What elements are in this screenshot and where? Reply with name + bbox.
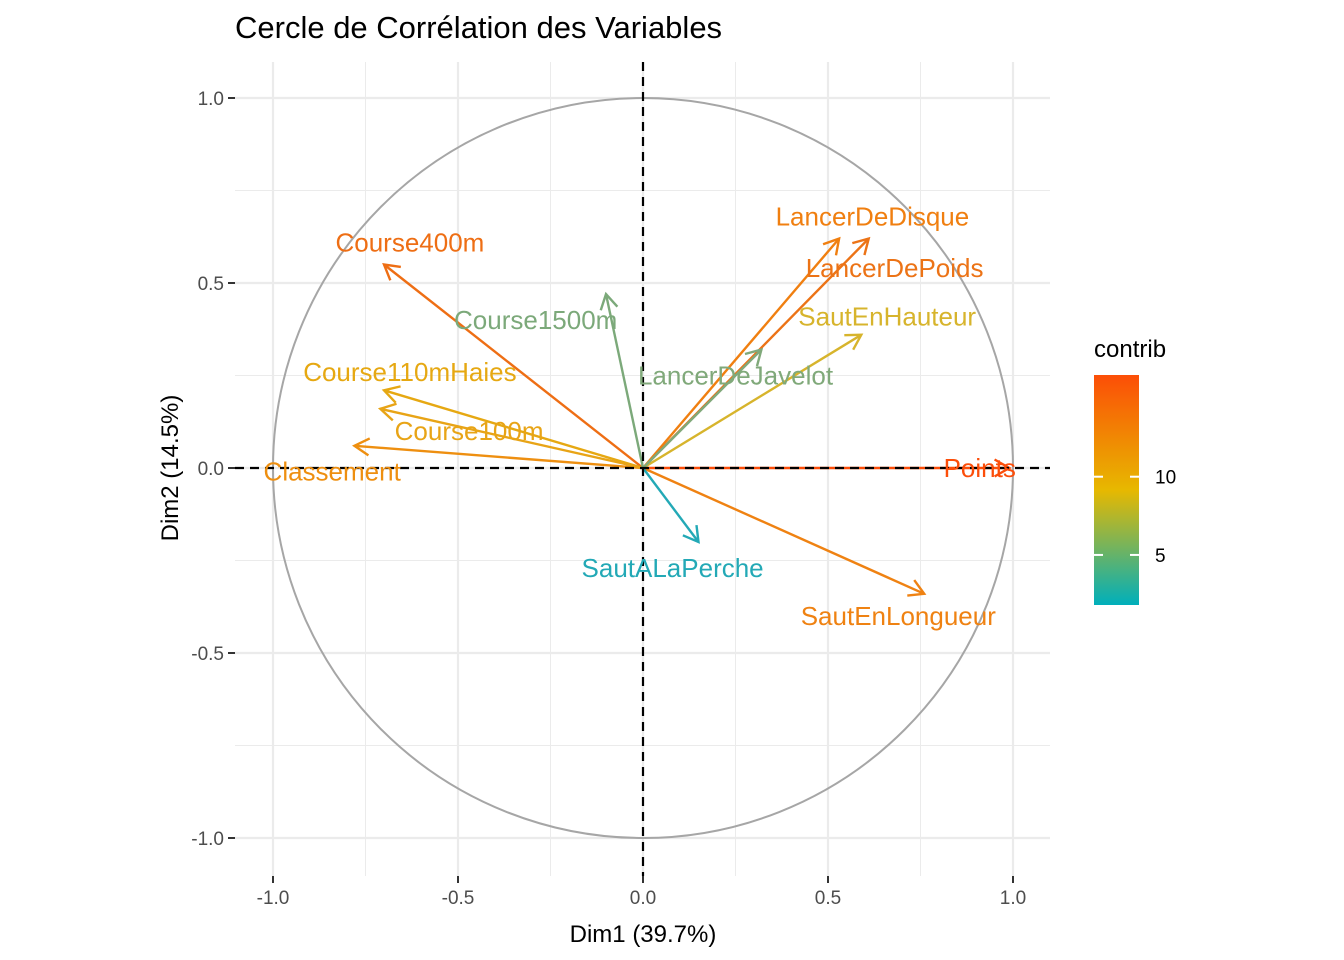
y-tick-label: 0.5 [198, 274, 224, 295]
arrowhead-lancerdepoids [851, 236, 871, 256]
arrow-sautenlongueur [642, 466, 925, 595]
arrow-sautenhauteur [642, 333, 862, 470]
x-tick-label: 1.0 [1000, 888, 1026, 909]
arrow-course100m [380, 407, 644, 470]
arrowhead-course100m [377, 402, 397, 422]
y-tick-label: -0.5 [191, 644, 224, 665]
arrowhead-lancerdejavelot [744, 347, 764, 367]
legend-tick-label: 10 [1155, 468, 1176, 489]
arrowhead-sautenlongueur [907, 579, 927, 597]
label-sautalaperche: SautALaPerche [582, 553, 764, 583]
arrowhead-points [993, 458, 1012, 478]
label-lancerdedisque: LancerDeDisque [776, 201, 970, 231]
x-tick-label: 0.0 [630, 888, 656, 909]
arrow-classement [354, 444, 644, 470]
arrow-course110mhaies [383, 389, 644, 470]
legend-ticks: 5 10 [1094, 468, 1176, 567]
arrow-course400m [383, 263, 644, 469]
arrow-course1500m [604, 293, 645, 469]
variable-labels: Points Course400m LancerDeDisque LancerDePo… [264, 201, 1016, 631]
chart-title: Cercle de Corrélation des Variables [235, 10, 722, 45]
arrow-lancerdedisque [642, 237, 841, 469]
y-tick-label: 1.0 [198, 89, 224, 110]
x-tick-label: -0.5 [442, 888, 475, 909]
y-axis-title: Dim2 (14.5%) [157, 395, 184, 542]
arrowhead-sautenhauteur [844, 333, 864, 351]
x-axis-title: Dim1 (39.7%) [570, 921, 717, 948]
y-tick-label: -1.0 [191, 829, 224, 850]
label-course400m: Course400m [335, 227, 484, 257]
label-points: Points [944, 453, 1016, 483]
arrowhead-course400m [382, 263, 401, 281]
legend-tick-label: 5 [1155, 546, 1166, 567]
label-sautenlongueur: SautEnLongueur [801, 601, 997, 631]
contrib-legend: contrib 5 10 [1094, 336, 1176, 605]
label-course1500m: Course1500m [454, 305, 617, 335]
label-course100m: Course100m [395, 416, 544, 446]
legend-colorbar [1094, 375, 1139, 605]
y-tick-label: 0.0 [198, 459, 224, 480]
axis-ticks: -1.0 -0.5 0.0 0.5 1.0 -1.0 -0.5 0.0 0.5 1.0 [191, 89, 1026, 909]
arrowhead-lancerdedisque [822, 236, 841, 256]
arrowhead-classement [352, 437, 371, 457]
label-lancerdepoids: LancerDePoids [806, 253, 984, 283]
reference-lines [235, 62, 1050, 876]
arrowhead-sautalaperche [682, 524, 700, 544]
arrowhead-course1500m [599, 291, 619, 311]
arrow-lancerdejavelot [642, 348, 763, 469]
legend-title: contrib [1094, 336, 1166, 363]
label-lancerdejavelot: LancerDeJavelot [638, 361, 834, 391]
arrow-sautalaperche [642, 467, 700, 543]
x-tick-label: -1.0 [257, 888, 290, 909]
x-tick-label: 0.5 [815, 888, 841, 909]
label-sautenhauteur: SautEnHauteur [798, 301, 976, 331]
label-course110mhaies: Course110mHaies [303, 357, 516, 387]
arrowhead-course110mhaies [381, 385, 401, 404]
label-classement: Classement [264, 457, 402, 487]
